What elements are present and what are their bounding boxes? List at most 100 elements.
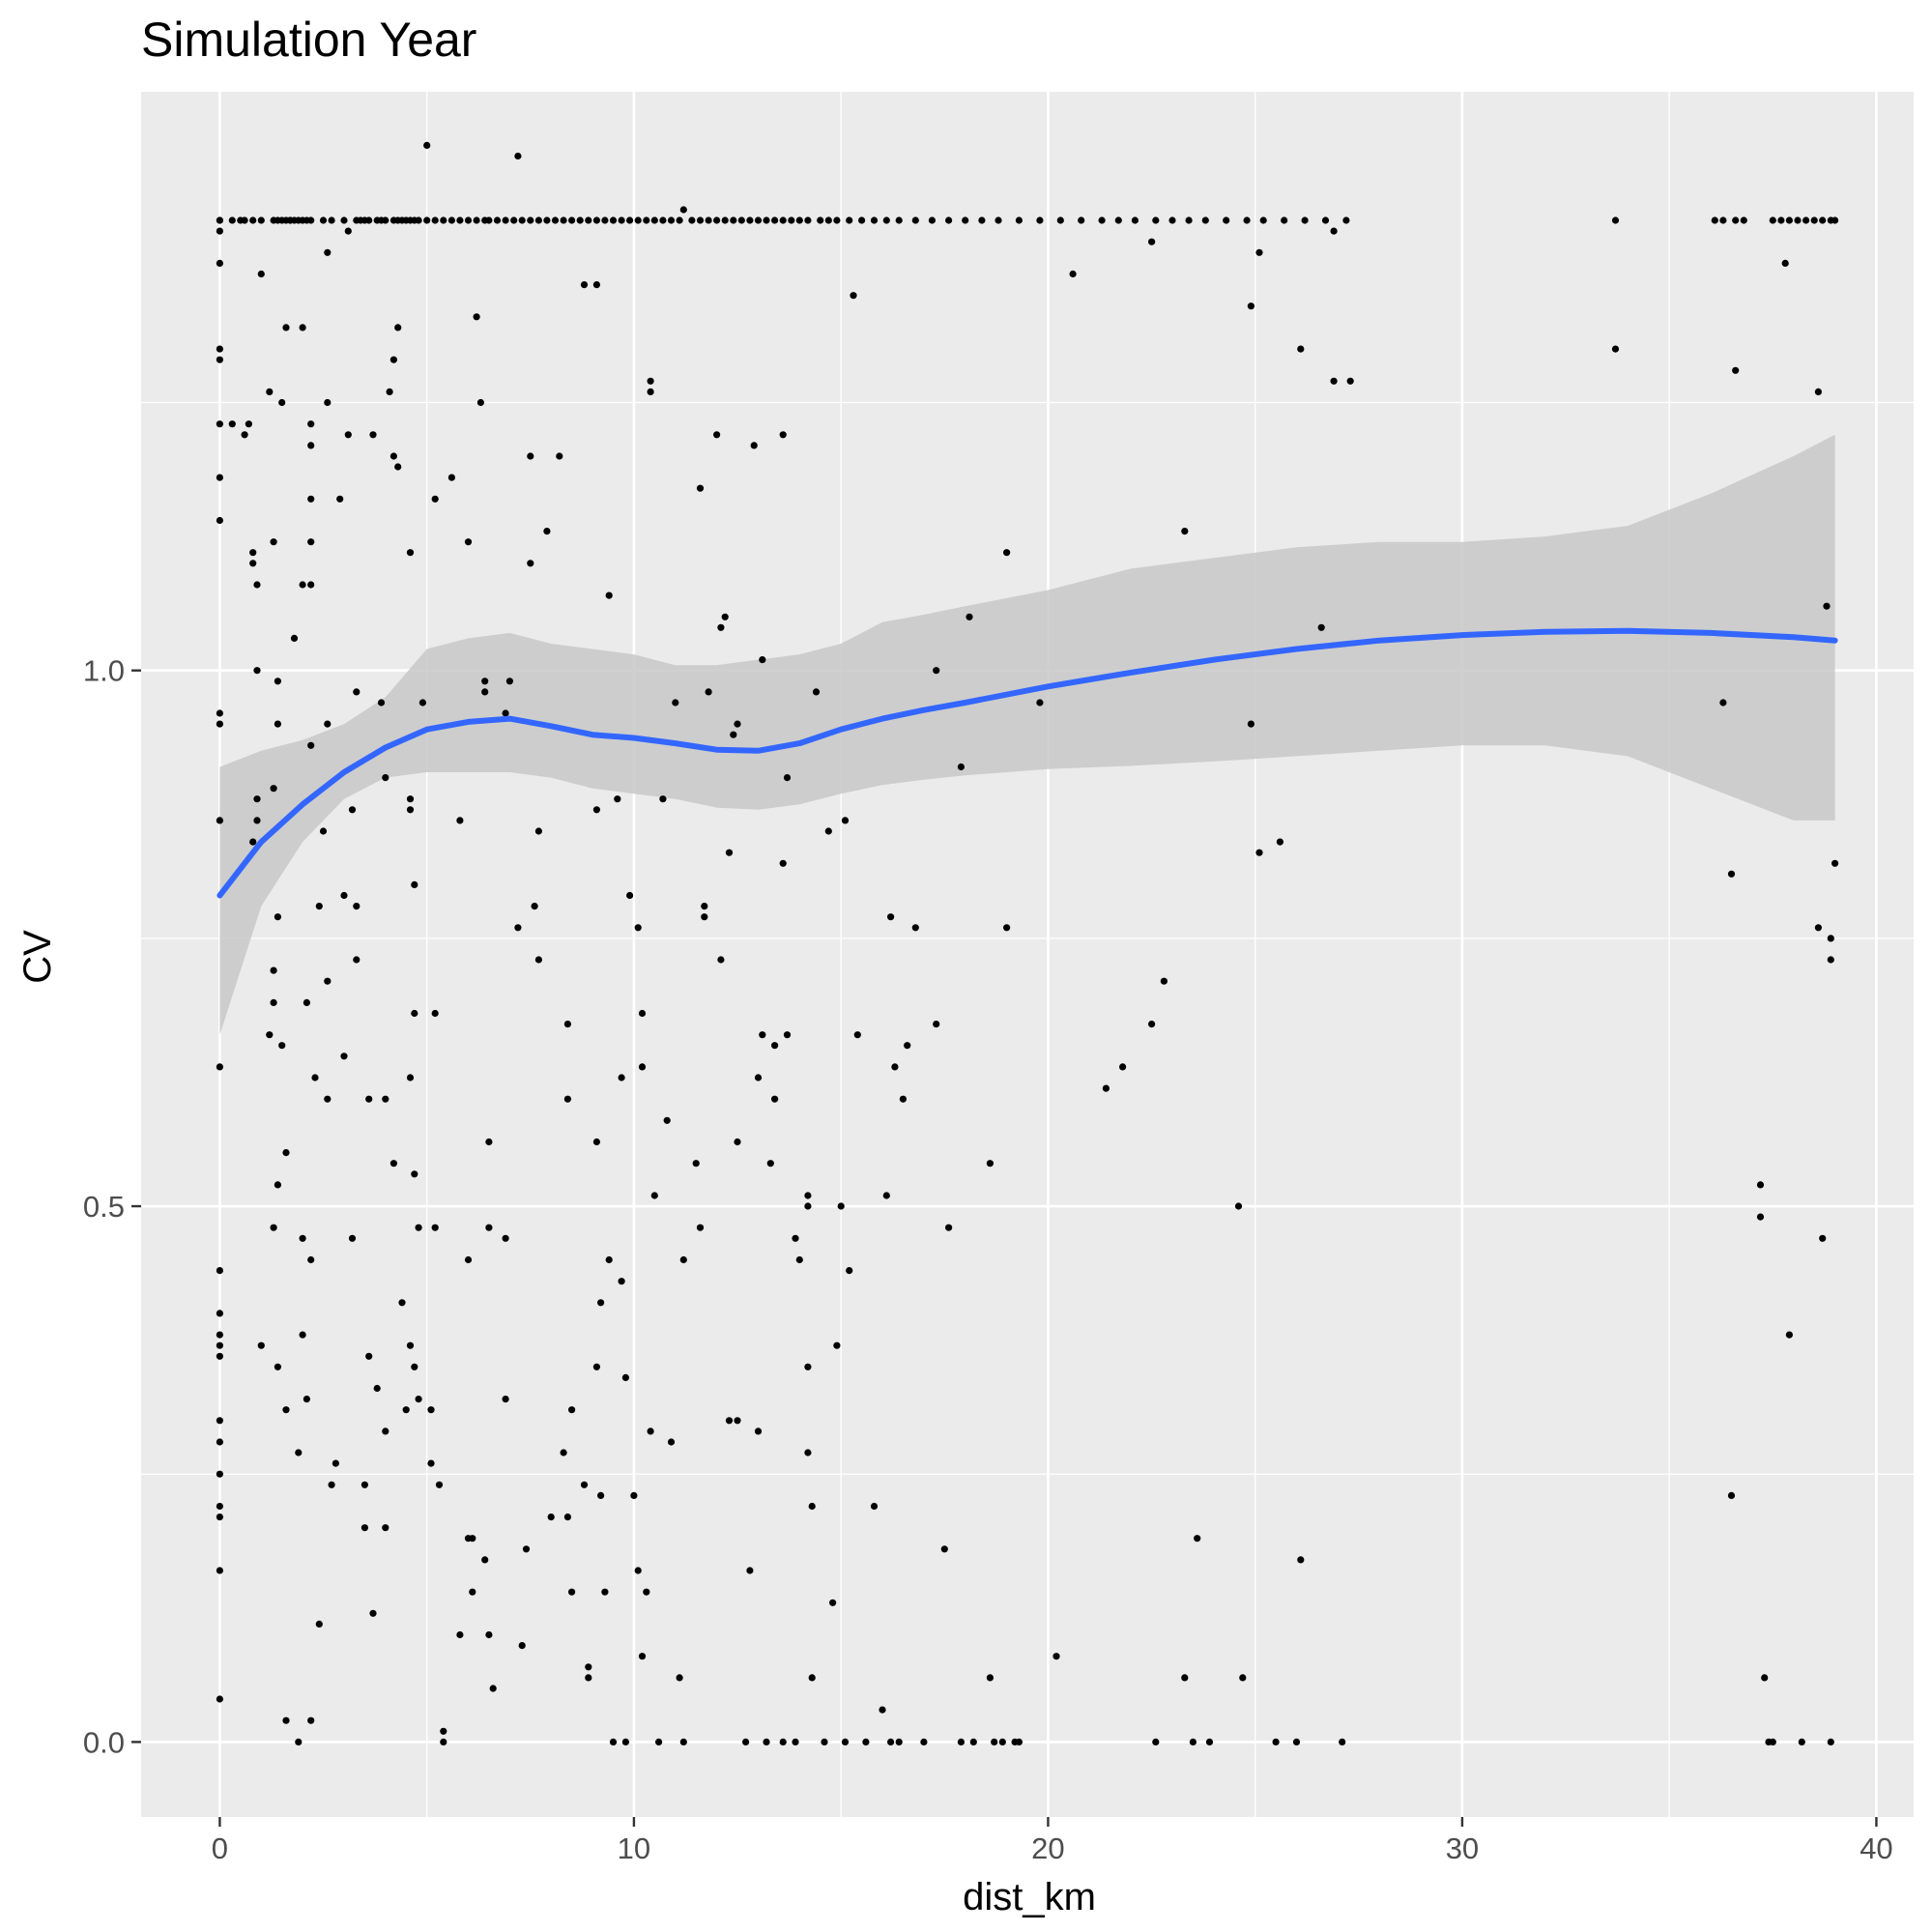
data-point [282, 1149, 290, 1157]
data-point [957, 1738, 966, 1745]
data-point [676, 216, 683, 224]
data-point [411, 1363, 418, 1370]
data-point [307, 216, 315, 224]
data-point [406, 549, 415, 557]
data-point [870, 1502, 879, 1511]
data-point [634, 216, 642, 224]
data-point [1611, 216, 1620, 224]
data-point [788, 216, 795, 224]
data-point [986, 1160, 994, 1168]
data-point [534, 956, 543, 964]
data-point [696, 1224, 705, 1231]
data-point [274, 1363, 281, 1370]
data-point [493, 216, 502, 224]
data-point [332, 1459, 339, 1467]
x-tick-label: 20 [1031, 1831, 1064, 1865]
data-point [1053, 1653, 1060, 1660]
data-point [895, 216, 903, 224]
data-point [597, 1491, 605, 1499]
data-point [1785, 216, 1793, 224]
data-point [1301, 216, 1309, 224]
data-point [502, 1234, 509, 1242]
x-axis-title: dist_km [963, 1876, 1096, 1918]
data-point [249, 560, 257, 567]
data-point [299, 324, 306, 332]
data-point [1003, 924, 1011, 932]
data-point [1239, 1674, 1247, 1682]
data-point [282, 1406, 290, 1414]
scatter-points [216, 141, 1839, 1745]
data-point [618, 1074, 625, 1081]
data-point [1798, 1738, 1805, 1745]
data-point [303, 998, 310, 1006]
data-point [1185, 216, 1193, 224]
data-point [469, 1588, 476, 1596]
data-point [394, 324, 402, 332]
data-point [353, 956, 360, 964]
data-point [253, 817, 261, 824]
data-point [713, 216, 721, 224]
data-point [1831, 216, 1839, 224]
data-point [447, 216, 455, 224]
data-point [340, 216, 348, 224]
data-point [771, 1095, 779, 1103]
data-point [1732, 366, 1740, 374]
data-point [841, 817, 850, 824]
data-point [995, 216, 1002, 224]
data-point [833, 216, 841, 224]
data-point [360, 1481, 368, 1488]
data-point [795, 216, 803, 224]
data-point [527, 452, 534, 460]
data-point [245, 420, 252, 428]
data-point [754, 216, 763, 224]
data-point [701, 903, 708, 910]
data-point [527, 560, 534, 567]
data-point [1342, 216, 1350, 224]
data-point [650, 1192, 658, 1199]
data-point [1234, 1202, 1243, 1210]
data-point [1719, 216, 1727, 224]
data-point [534, 216, 543, 224]
data-point [721, 613, 729, 620]
data-point [725, 1417, 734, 1425]
data-point [522, 1545, 531, 1553]
data-point [1711, 216, 1718, 224]
data-point [812, 688, 821, 696]
data-point [679, 206, 687, 214]
data-point [705, 216, 712, 224]
data-point [621, 1373, 630, 1381]
data-point [1321, 216, 1330, 224]
data-point [485, 216, 493, 224]
data-point [837, 1202, 845, 1210]
data-point [614, 795, 621, 803]
data-point [750, 442, 758, 449]
data-point [315, 903, 323, 910]
y-axis-title: CV [16, 930, 59, 984]
data-point [502, 216, 509, 224]
data-point [481, 688, 489, 696]
data-point [253, 667, 261, 675]
data-point [1611, 345, 1620, 353]
data-point [274, 1181, 281, 1189]
data-point [592, 806, 601, 814]
data-point [647, 388, 654, 395]
data-point [389, 356, 397, 363]
data-point [406, 795, 415, 803]
data-point [348, 806, 357, 814]
data-point [862, 1738, 870, 1745]
data-point [621, 1738, 630, 1745]
data-point [431, 495, 439, 503]
data-point [754, 1427, 763, 1435]
data-point [228, 420, 236, 428]
data-point [568, 216, 576, 224]
data-point [481, 1556, 489, 1564]
data-point [324, 1095, 332, 1103]
data-point [1769, 216, 1776, 224]
data-point [1223, 216, 1230, 224]
data-point [804, 216, 812, 224]
data-point [601, 216, 609, 224]
data-point [730, 731, 737, 738]
data-point [667, 216, 676, 224]
data-point [638, 1009, 647, 1018]
data-point [307, 538, 315, 546]
